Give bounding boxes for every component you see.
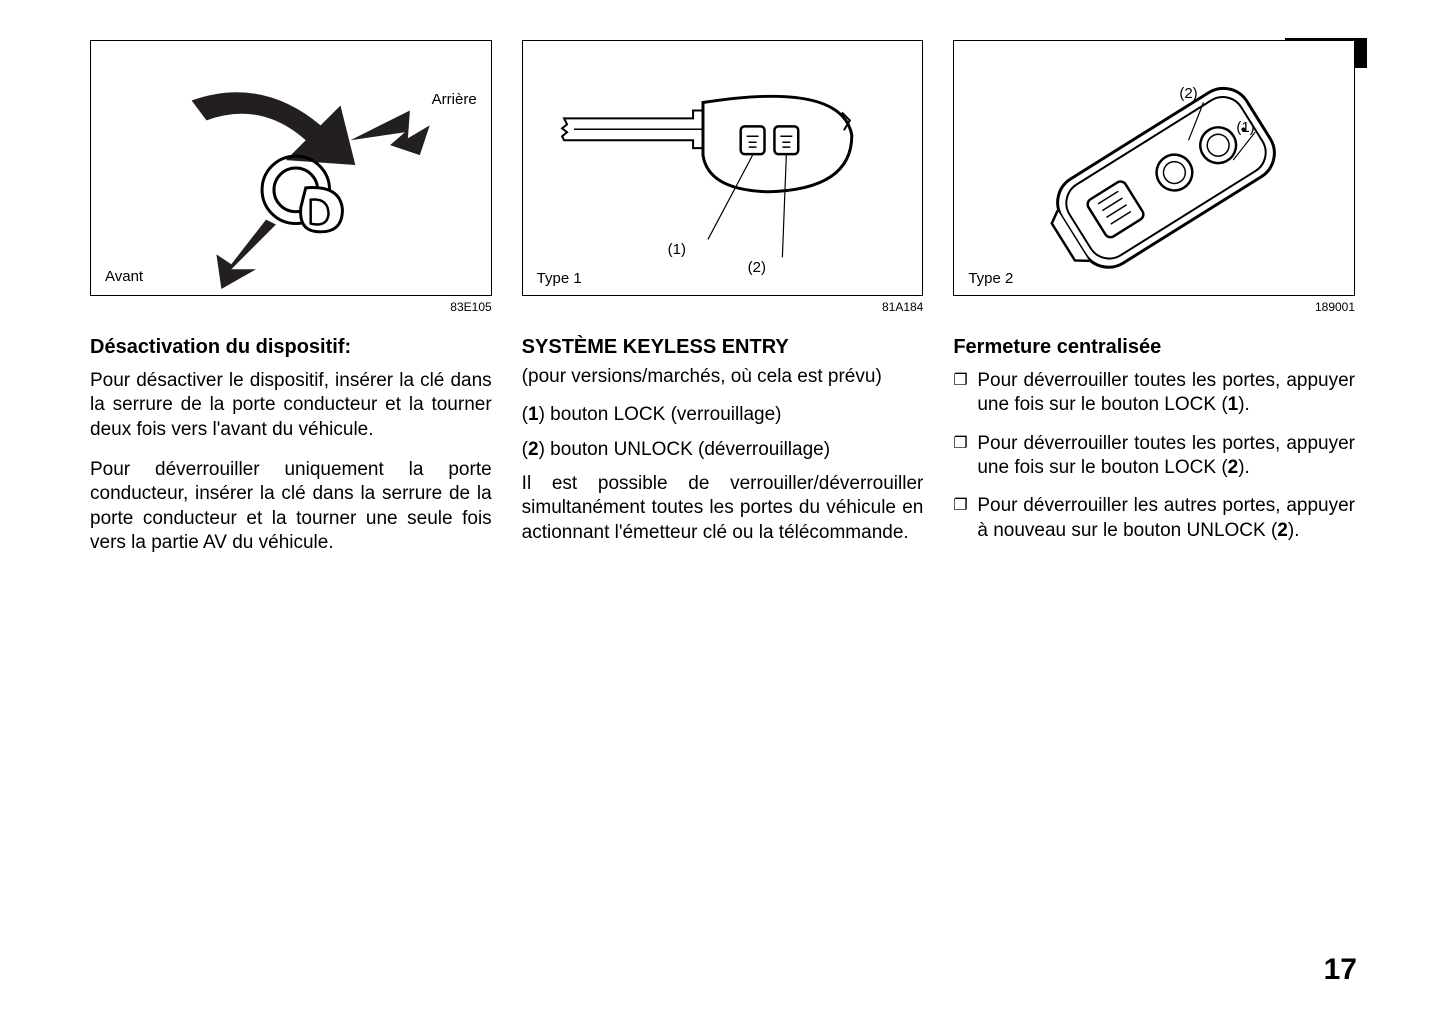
bullet-2: Pour déverrouiller toutes les portes, ap… xyxy=(953,432,1355,481)
bullet-1: Pour déverrouiller toutes les portes, ap… xyxy=(953,369,1355,418)
figure-key-type2: (2) (1) Type 2 xyxy=(953,40,1355,296)
key-type1-icon xyxy=(523,41,923,295)
key-ignition-icon xyxy=(91,41,491,295)
page-number: 17 xyxy=(1324,953,1357,987)
heading-central: Fermeture centralisée xyxy=(953,336,1355,359)
column-1: Avant Arrière 83E105 Désactivation du di… xyxy=(90,40,492,571)
callout-1-a: (1) xyxy=(668,241,686,258)
column-3: (2) (1) Type 2 189001 Fermeture centrali… xyxy=(953,40,1355,571)
callout-2-b: (2) xyxy=(1179,85,1197,102)
callout-1-b: (1) xyxy=(1236,119,1254,136)
bullet-3: Pour déverrouiller les autres portes, ap… xyxy=(953,494,1355,543)
item-unlock: (2) bouton UNLOCK (déverrouillage) xyxy=(522,438,924,462)
figure-code-1: 83E105 xyxy=(90,300,492,314)
figure-key-ignition: Avant Arrière xyxy=(90,40,492,296)
para-deact-1: Pour désactiver le dispositif, insérer l… xyxy=(90,369,492,442)
figure-code-3: 189001 xyxy=(953,300,1355,314)
type-label-1: Type 1 xyxy=(537,270,582,287)
type-label-2: Type 2 xyxy=(968,270,1013,287)
label-avant: Avant xyxy=(105,268,143,285)
para-keyless-desc: Il est possible de verrouiller/déverroui… xyxy=(522,472,924,545)
callout-2-a: (2) xyxy=(748,259,766,276)
figure-code-2: 81A184 xyxy=(522,300,924,314)
para-versions: (pour versions/marchés, où cela est prév… xyxy=(522,365,924,389)
column-2: (1) (2) Type 1 81A184 SYSTÈME KEYLESS EN… xyxy=(522,40,924,571)
label-arriere: Arrière xyxy=(432,91,477,108)
figure-key-type1: (1) (2) Type 1 xyxy=(522,40,924,296)
main-columns: Avant Arrière 83E105 Désactivation du di… xyxy=(90,40,1355,571)
item-lock: (1) bouton LOCK (verrouillage) xyxy=(522,403,924,427)
heading-deactivation: Désactivation du dispositif: xyxy=(90,336,492,359)
para-deact-2: Pour déverrouiller uniquement la porte c… xyxy=(90,458,492,555)
central-lock-list: Pour déverrouiller toutes les portes, ap… xyxy=(953,369,1355,543)
key-type2-icon xyxy=(954,41,1354,295)
heading-keyless: SYSTÈME KEYLESS ENTRY xyxy=(522,336,924,359)
